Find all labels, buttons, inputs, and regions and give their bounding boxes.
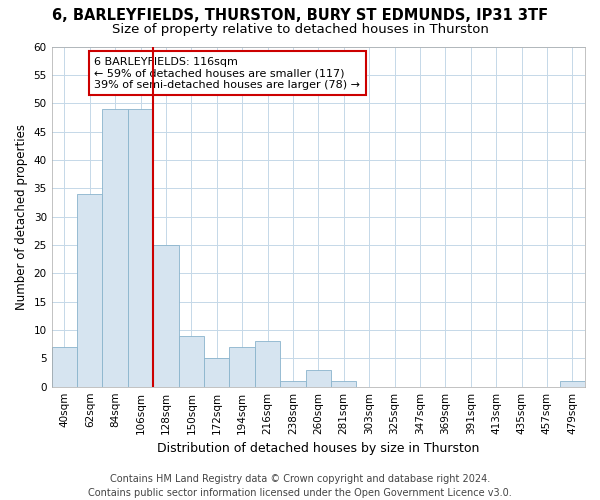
X-axis label: Distribution of detached houses by size in Thurston: Distribution of detached houses by size … (157, 442, 479, 455)
Text: 6 BARLEYFIELDS: 116sqm
← 59% of detached houses are smaller (117)
39% of semi-de: 6 BARLEYFIELDS: 116sqm ← 59% of detached… (94, 56, 361, 90)
Bar (331, 381, 356, 386)
Text: 6, BARLEYFIELDS, THURSTON, BURY ST EDMUNDS, IP31 3TF: 6, BARLEYFIELDS, THURSTON, BURY ST EDMUN… (52, 8, 548, 22)
Bar (255, 342, 280, 386)
Bar (229, 347, 255, 387)
Text: Contains HM Land Registry data © Crown copyright and database right 2024.
Contai: Contains HM Land Registry data © Crown c… (88, 474, 512, 498)
Bar (280, 381, 305, 386)
Bar (77, 194, 103, 386)
Y-axis label: Number of detached properties: Number of detached properties (15, 124, 28, 310)
Bar (204, 358, 229, 386)
Bar (179, 336, 204, 386)
Bar (305, 370, 331, 386)
Bar (153, 245, 179, 386)
Bar (52, 347, 77, 387)
Bar (103, 109, 128, 386)
Text: Size of property relative to detached houses in Thurston: Size of property relative to detached ho… (112, 22, 488, 36)
Bar (128, 109, 153, 386)
Bar (560, 381, 585, 386)
